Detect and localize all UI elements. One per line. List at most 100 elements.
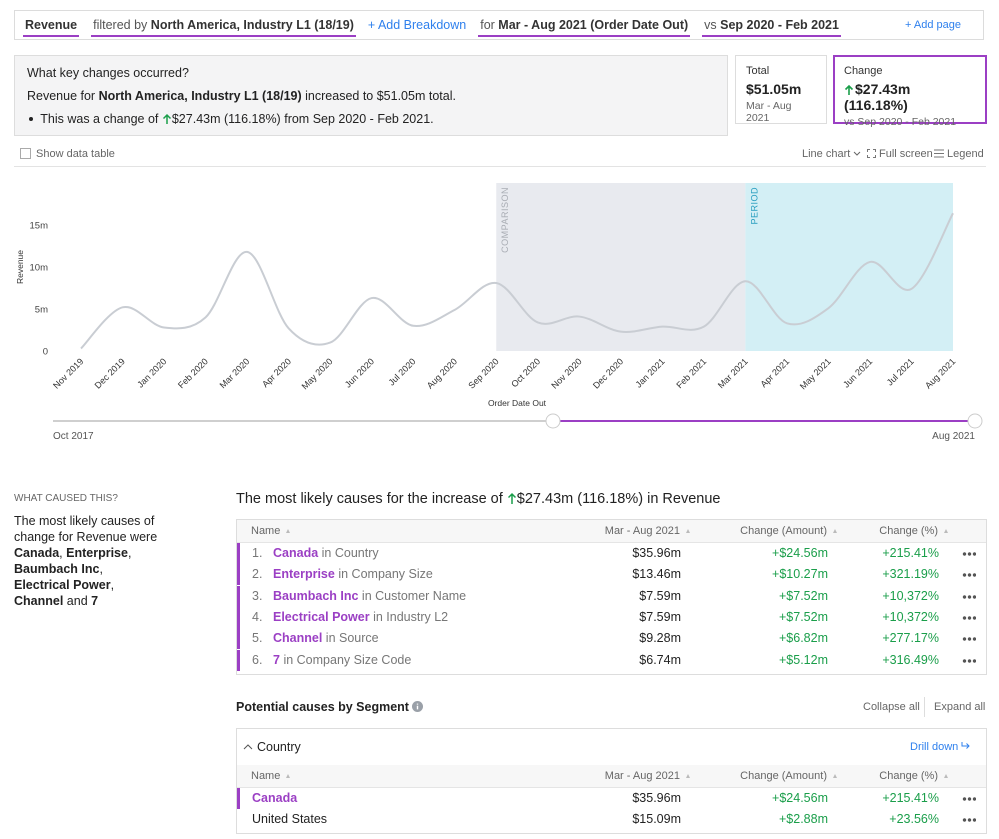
name[interactable]: Electrical Power <box>273 609 370 624</box>
region-band <box>745 183 953 351</box>
row-menu[interactable] <box>962 552 976 556</box>
icon <box>867 149 876 158</box>
table-row: United States $15.09m +$2.88m +23.56% <box>237 809 986 830</box>
causes-summary: The most likely causes of change for Rev… <box>14 513 159 609</box>
change-pct: +316.49% <box>882 652 939 667</box>
name[interactable]: Canada <box>252 791 298 805</box>
column-header[interactable]: Change (Amount) <box>740 765 837 787</box>
column-header[interactable]: Change (%) <box>879 520 948 542</box>
period-selector[interactable]: for Mar - Aug 2021 (Order Date Out) <box>478 18 691 37</box>
x-tick-label: Nov 2020 <box>549 356 583 390</box>
change-pct: +277.17% <box>882 631 939 646</box>
row-marker <box>237 606 240 628</box>
checkbox[interactable] <box>20 148 31 159</box>
column-header[interactable]: Mar - Aug 2021 <box>605 520 690 542</box>
kpi-label: Change <box>844 65 883 77</box>
cause-item: Baumbach Inc <box>14 562 100 576</box>
row-marker <box>237 585 240 607</box>
label: Legend <box>947 148 984 160</box>
info-icon[interactable] <box>412 701 424 712</box>
show-table-toggle[interactable]: Show data table <box>20 148 115 160</box>
row-menu[interactable] <box>962 594 976 599</box>
separator: , <box>127 546 132 560</box>
label: Drill down <box>910 741 959 753</box>
amount: $35.96m <box>632 546 681 560</box>
label: Show data table <box>36 148 115 160</box>
collapse-all[interactable]: Collapse all <box>863 701 920 713</box>
name[interactable]: 7 <box>273 652 280 667</box>
change-pct: +215.41% <box>882 546 939 560</box>
row-marker <box>237 788 240 809</box>
change: $27.43m (116.18%) <box>171 112 281 126</box>
change-pct: +321.19% <box>882 567 939 582</box>
separator: , <box>110 578 115 592</box>
x-axis-title: Order Date Out <box>488 398 547 408</box>
change: $27.43m (116.18%) <box>516 491 644 507</box>
rank: 2. <box>252 567 263 582</box>
drill-down[interactable]: Drill down <box>910 741 971 753</box>
row-menu[interactable] <box>962 615 976 620</box>
bullet <box>29 117 33 121</box>
name-cell: United States <box>252 809 327 830</box>
name[interactable]: Canada <box>273 546 319 560</box>
kpi-period: vs Sep 2020 - Feb 2021 <box>844 116 957 128</box>
amount: $7.59m <box>639 609 681 624</box>
full-screen[interactable]: Full screen <box>867 148 933 160</box>
change-pct: +23.56% <box>889 812 939 826</box>
column-header[interactable]: Name <box>251 520 291 542</box>
row-menu[interactable] <box>962 818 976 822</box>
text: The most likely causes for the increase … <box>236 491 503 507</box>
name[interactable]: United States <box>252 812 328 826</box>
period-prefix: for <box>480 18 495 32</box>
row-menu[interactable] <box>962 573 976 578</box>
region-band <box>496 183 746 351</box>
label: Full screen <box>879 148 933 160</box>
in: in <box>321 546 332 560</box>
row-menu[interactable] <box>962 658 976 663</box>
column-header[interactable]: Name <box>251 765 291 787</box>
table-header: Name Mar - Aug 2021 Change (Amount) Change … <box>237 765 986 788</box>
amount: $6.74m <box>639 652 681 667</box>
add-page[interactable]: + Add page <box>905 19 961 31</box>
dimension: Company Size Code <box>296 652 412 667</box>
compare-selector[interactable]: vs Sep 2020 - Feb 2021 <box>702 18 841 37</box>
name[interactable]: Baumbach Inc <box>273 588 359 603</box>
add-breakdown[interactable]: + Add Breakdown <box>367 18 467 32</box>
dimension: Country <box>334 546 379 560</box>
causes-title: The most likely causes for the increase … <box>236 491 720 507</box>
dimension: Customer Name <box>375 588 467 603</box>
row-menu[interactable] <box>962 637 976 642</box>
filter: North America, Industry L1 (18/19) <box>150 18 354 32</box>
revenue-line <box>80 212 954 350</box>
compare-prefix: vs <box>704 18 717 32</box>
name[interactable]: Enterprise <box>273 567 335 582</box>
label: Name <box>251 525 281 537</box>
label: Change (Amount) <box>740 525 827 537</box>
rank: 5. <box>252 631 263 646</box>
row-menu[interactable] <box>962 797 976 801</box>
rank: 1. <box>252 546 263 560</box>
up-arrow <box>162 113 171 124</box>
filter-prefix: filtered by <box>93 18 148 32</box>
metric-selector[interactable]: Revenue <box>23 18 80 37</box>
cause-item: Enterprise <box>66 546 128 560</box>
label: Mar - Aug 2021 <box>604 525 680 537</box>
in: in <box>338 567 349 582</box>
expand-all[interactable]: Expand all <box>934 701 986 713</box>
filter-selector[interactable]: filtered by North America, Industry L1 (… <box>91 18 356 37</box>
region-label: PERIOD <box>749 187 759 225</box>
legend-toggle[interactable]: Legend <box>934 148 984 160</box>
group-toggle[interactable]: Country <box>243 740 301 754</box>
y-tick-label: 0 <box>43 347 48 358</box>
column-header[interactable]: Mar - Aug 2021 <box>605 765 690 787</box>
label: Mar - Aug 2021 <box>604 770 680 782</box>
column-header[interactable]: Change (%) <box>879 765 948 787</box>
chart-type-select[interactable]: Line chart <box>802 148 861 160</box>
x-tick-label: Sep 2020 <box>466 356 500 390</box>
change-amount: +$7.52m <box>779 609 828 624</box>
name[interactable]: Channel <box>273 631 323 646</box>
column-header[interactable]: Change (Amount) <box>740 520 837 542</box>
kpi-value: $51.05m <box>746 81 802 97</box>
x-tick-label: Apr 2021 <box>758 356 791 389</box>
